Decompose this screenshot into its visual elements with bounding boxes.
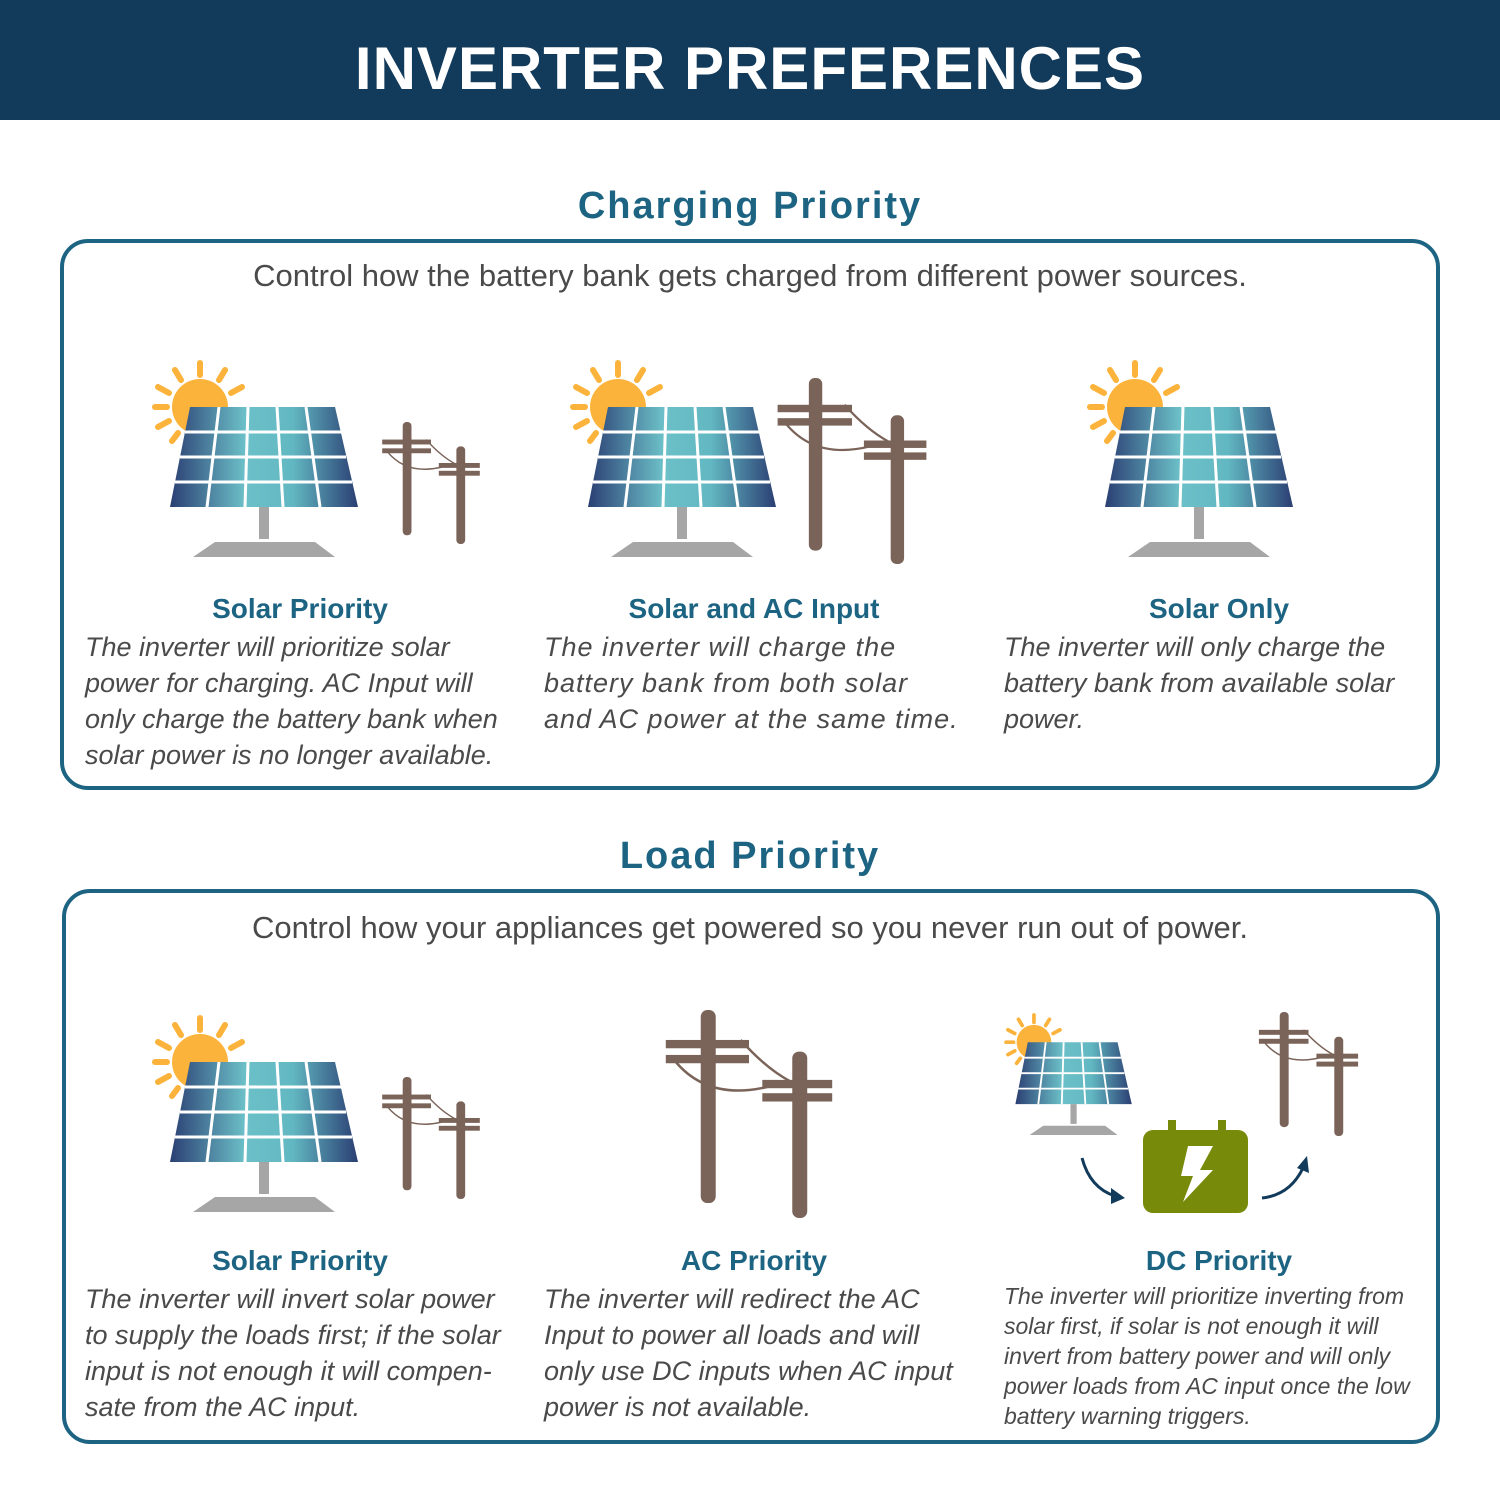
option-description: The inverter will invert solar power to … — [85, 1284, 501, 1422]
load-intro: Control how your appliances get powered … — [251, 910, 1249, 945]
arrow-icon — [1080, 1157, 1116, 1198]
page-title: INVERTER PREFERENCES — [354, 35, 1146, 102]
arrow-icon — [1261, 1167, 1305, 1200]
charging-intro: Control how the battery bank gets charge… — [253, 258, 1247, 293]
solar-panel-icon — [150, 355, 360, 565]
power-pole-icon — [381, 422, 481, 544]
battery-flow-icon — [1080, 1120, 1309, 1213]
option-title: Solar Priority — [212, 1245, 388, 1276]
charging-priority-title: Charging Priority — [577, 185, 923, 227]
charging-option-solar-priority: Solar Priority The inverter will priorit… — [85, 593, 515, 773]
solar-panel-icon — [568, 355, 778, 565]
option-description: The inverter will prioritize inverting f… — [1004, 1283, 1410, 1429]
option-description: The inverter will charge the battery ban… — [544, 632, 959, 734]
option-description: The inverter will only charge the batter… — [1004, 632, 1395, 734]
charging-priority-panel — [60, 239, 1440, 790]
load-option-ac-priority: AC Priority The inverter will redirect t… — [544, 1245, 964, 1425]
option-title: Solar and AC Input — [628, 593, 880, 624]
power-pole-icon — [664, 1010, 834, 1218]
load-option-dc-priority: DC Priority The inverter will prioritize… — [1004, 1245, 1434, 1431]
load-priority-panel — [62, 889, 1440, 1444]
page-header: INVERTER PREFERENCES — [0, 0, 1500, 120]
power-pole-icon — [776, 378, 928, 564]
charging-option-solar-only: Solar Only The inverter will only charge… — [1004, 593, 1434, 737]
option-title: DC Priority — [1145, 1245, 1293, 1276]
option-title: Solar Priority — [212, 593, 388, 624]
battery-icon — [1143, 1120, 1248, 1213]
option-title: AC Priority — [680, 1245, 828, 1276]
option-description: The inverter will redirect the AC Input … — [544, 1284, 953, 1422]
solar-panel-icon — [150, 1010, 360, 1220]
load-option-solar-priority: Solar Priority The inverter will invert … — [85, 1245, 515, 1425]
load-priority-title: Load Priority — [619, 835, 881, 877]
option-title: Solar Only — [1148, 593, 1290, 624]
charging-option-solar-and-ac: Solar and AC Input The inverter will cha… — [544, 593, 964, 737]
power-pole-icon — [381, 1077, 481, 1199]
solar-panel-icon — [1085, 355, 1295, 565]
option-description: The inverter will prioritize solar power… — [85, 632, 498, 770]
